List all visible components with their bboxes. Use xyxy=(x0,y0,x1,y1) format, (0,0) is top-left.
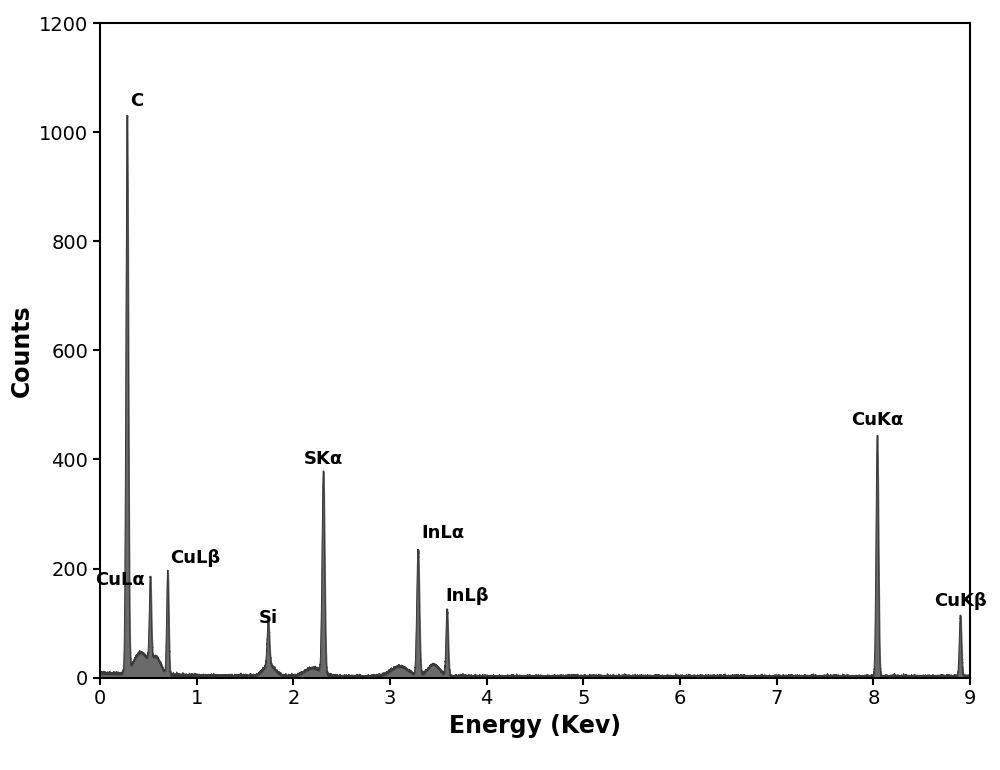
Text: InLβ: InLβ xyxy=(445,587,489,605)
Text: C: C xyxy=(130,92,143,110)
Text: CuLβ: CuLβ xyxy=(171,550,221,567)
X-axis label: Energy (Kev): Energy (Kev) xyxy=(449,714,621,738)
Text: Si: Si xyxy=(259,609,278,628)
Text: CuKβ: CuKβ xyxy=(934,592,987,610)
Text: CuKα: CuKα xyxy=(851,411,903,429)
Text: SKα: SKα xyxy=(304,450,343,467)
Y-axis label: Counts: Counts xyxy=(9,304,33,397)
Text: CuLα: CuLα xyxy=(95,571,144,589)
Text: InLα: InLα xyxy=(421,524,464,542)
